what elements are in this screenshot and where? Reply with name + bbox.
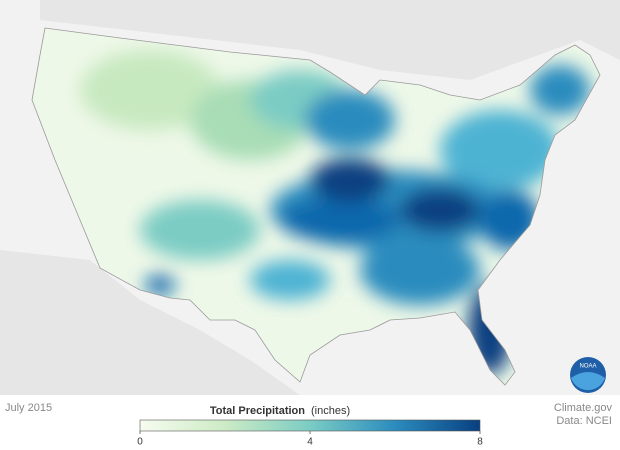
colorbar-tick-label: 0 <box>137 437 143 448</box>
colorbar <box>139 419 481 432</box>
legend-title: Total Precipitation <box>210 405 305 417</box>
colorbar-tick-label: 4 <box>307 437 313 448</box>
colorbar-tick-label: 8 <box>477 437 483 448</box>
legend-unit: (inches) <box>311 405 350 417</box>
mexico-land <box>0 250 300 395</box>
data-credit: Data: NCEI <box>556 415 612 427</box>
date-label: July 2015 <box>5 402 52 414</box>
noaa-logo-text: NOAA <box>579 364 596 370</box>
source-credit: Climate.gov <box>554 402 613 414</box>
noaa-logo-wave <box>571 372 605 391</box>
canada-land <box>40 0 620 80</box>
